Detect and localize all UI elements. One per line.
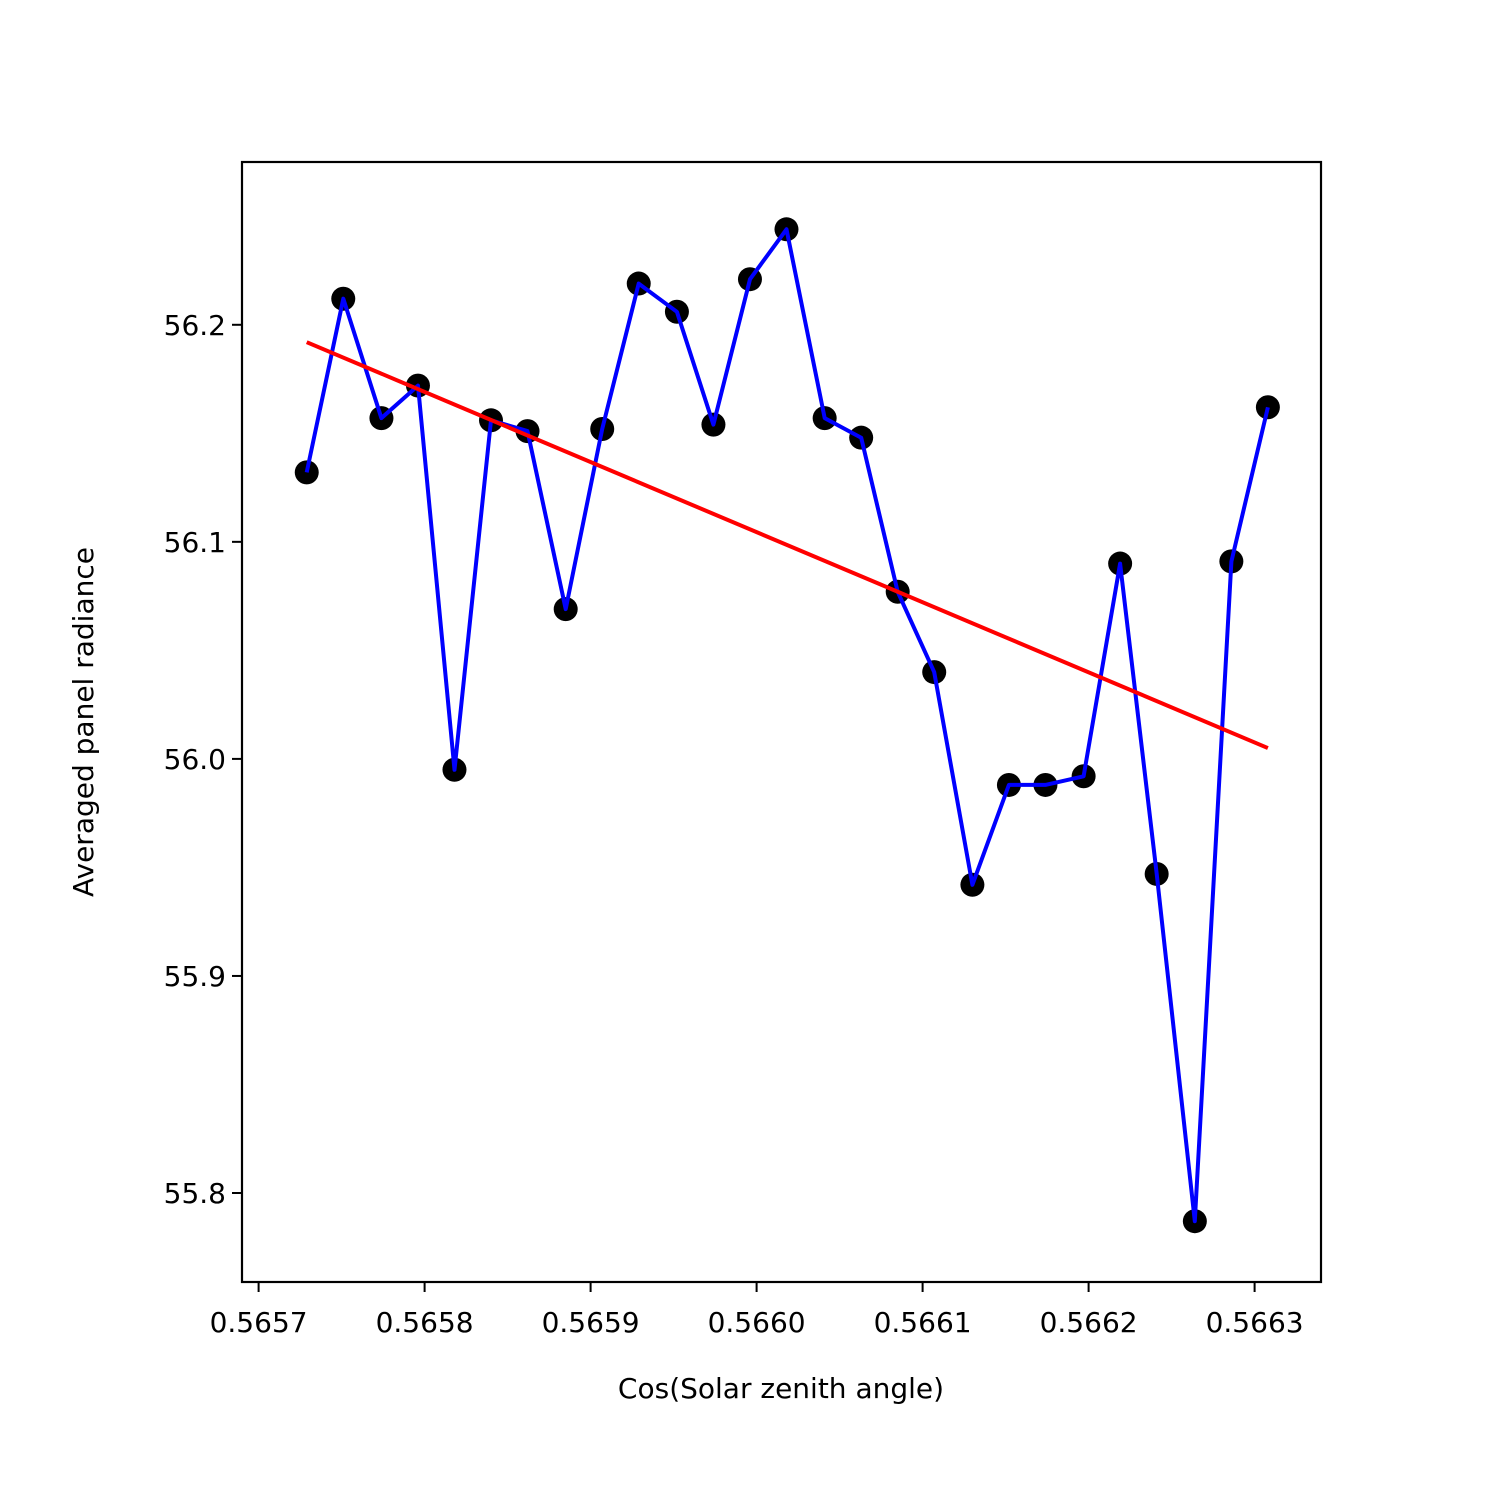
y-tick-label: 56.2 (164, 309, 226, 342)
y-tick-label: 55.9 (164, 960, 226, 993)
plot-area (294, 217, 1280, 1234)
y-tick-label: 55.8 (164, 1177, 226, 1210)
x-tick-label: 0.5658 (376, 1306, 474, 1339)
y-axis: 55.8 55.9 56.0 56.1 56.2 (164, 309, 242, 1210)
x-axis: 0.5657 0.5658 0.5659 0.5660 0.5661 0.5662 0.56… (210, 1282, 1304, 1339)
data-line (304, 227, 1270, 1224)
x-tick-label: 0.5661 (874, 1306, 972, 1339)
x-tick-label: 0.5663 (1206, 1306, 1304, 1339)
x-tick-label: 0.5660 (708, 1306, 806, 1339)
fit-line (305, 340, 1269, 750)
x-tick-label: 0.5662 (1040, 1306, 1138, 1339)
data-point (1255, 395, 1280, 420)
y-axis-title: Averaged panel radiance (67, 547, 100, 897)
y-tick-label: 56.1 (164, 526, 226, 559)
x-tick-label: 0.5657 (210, 1306, 308, 1339)
y-tick-label: 56.0 (164, 743, 226, 776)
x-axis-title: Cos(Solar zenith angle) (618, 1372, 944, 1405)
x-tick-label: 0.5659 (542, 1306, 640, 1339)
axes-frame (240, 160, 1323, 1284)
